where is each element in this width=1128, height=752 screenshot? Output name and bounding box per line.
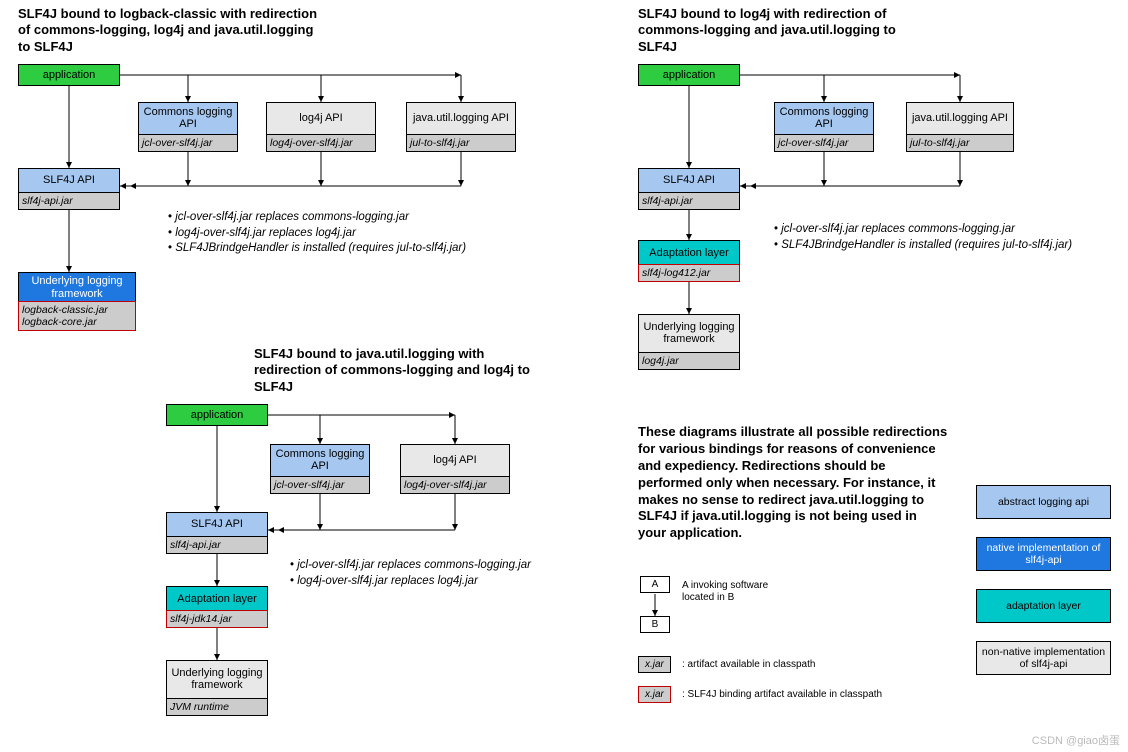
c-application-label: application (167, 405, 267, 425)
c-notes: jcl-over-slf4j.jar replaces commons-logg… (290, 558, 531, 589)
a-jul-label: java.util.logging API (407, 103, 515, 134)
diagram-b-title: SLF4J bound to log4j with redirection of… (638, 6, 928, 55)
a-log4j-jar: log4j-over-slf4j.jar (267, 134, 375, 151)
b-adapter-jar: slf4j-log412.jar (638, 264, 740, 282)
b-jul: java.util.logging APIjul-to-slf4j.jar (906, 102, 1014, 152)
c-adapter-label: Adaptation layer (167, 587, 267, 611)
legend-adaptation: adaptation layer (976, 589, 1111, 623)
b-slf4j-label: SLF4J API (639, 169, 739, 192)
a-jul-jar: jul-to-slf4j.jar (407, 134, 515, 151)
b-slf4j-jar: slf4j-api.jar (639, 192, 739, 209)
b-notes: jcl-over-slf4j.jar replaces commons-logg… (774, 222, 1072, 253)
b-under-jar: log4j.jar (639, 352, 739, 369)
a-application: application (18, 64, 120, 86)
a-application-label: application (19, 65, 119, 85)
diagram-c-title: SLF4J bound to java.util.logging with re… (254, 346, 544, 395)
legend-xjar: x.jar (638, 656, 671, 673)
a-commons-label: Commons logging API (139, 103, 237, 134)
c-commons-jar: jcl-over-slf4j.jar (271, 476, 369, 493)
b-adapter: Adaptation layerslf4j-log412.jar (638, 240, 740, 282)
a-slf4j: SLF4J APIslf4j-api.jar (18, 168, 120, 210)
b-underlying: Underlying logging frameworklog4j.jar (638, 314, 740, 370)
a-notes: jcl-over-slf4j.jar replaces commons-logg… (168, 210, 466, 257)
diagram-a-title: SLF4J bound to logback-classic with redi… (18, 6, 318, 55)
b-commons-label: Commons logging API (775, 103, 873, 134)
c-adapter-jar: slf4j-jdk14.jar (166, 610, 268, 628)
a-jul: java.util.logging APIjul-to-slf4j.jar (406, 102, 516, 152)
c-log4j: log4j APIlog4j-over-slf4j.jar (400, 444, 510, 494)
explanation-text: These diagrams illustrate all possible r… (638, 424, 948, 542)
c-log4j-label: log4j API (401, 445, 509, 476)
c-slf4j-jar: slf4j-api.jar (167, 536, 267, 553)
a-note-1: jcl-over-slf4j.jar replaces commons-logg… (168, 210, 466, 226)
legend-native: native implementation of slf4j-api (976, 537, 1111, 571)
a-slf4j-jar: slf4j-api.jar (19, 192, 119, 209)
legend-xjar-red-text: : SLF4J binding artifact available in cl… (682, 689, 882, 700)
b-adapter-label: Adaptation layer (639, 241, 739, 265)
c-underlying: Underlying logging frameworkJVM runtime (166, 660, 268, 716)
c-application: application (166, 404, 268, 426)
b-jul-jar: jul-to-slf4j.jar (907, 134, 1013, 151)
c-note-2: log4j-over-slf4j.jar replaces log4j.jar (290, 574, 531, 590)
a-note-2: log4j-over-slf4j.jar replaces log4j.jar (168, 226, 466, 242)
b-application: application (638, 64, 740, 86)
c-commons-label: Commons logging API (271, 445, 369, 476)
legend-abstract: abstract logging api (976, 485, 1111, 519)
c-slf4j-label: SLF4J API (167, 513, 267, 536)
legend-xjar-text: : artifact available in classpath (682, 659, 815, 670)
c-under-label: Underlying logging framework (167, 661, 267, 698)
watermark: CSDN @giao卤蛋 (1032, 732, 1120, 748)
a-slf4j-label: SLF4J API (19, 169, 119, 192)
b-commons-jar: jcl-over-slf4j.jar (775, 134, 873, 151)
b-slf4j: SLF4J APIslf4j-api.jar (638, 168, 740, 210)
a-underlying: Underlying logging frameworklogback-clas… (18, 272, 136, 330)
a-under-jar: logback-classic.jar logback-core.jar (18, 301, 136, 331)
a-under-label: Underlying logging framework (19, 273, 135, 302)
a-log4j: log4j APIlog4j-over-slf4j.jar (266, 102, 376, 152)
legend-invoke-a: A (640, 576, 670, 593)
b-note-2: SLF4JBrindgeHandler is installed (requir… (774, 238, 1072, 254)
a-note-3: SLF4JBrindgeHandler is installed (requir… (168, 241, 466, 257)
c-adapter: Adaptation layerslf4j-jdk14.jar (166, 586, 268, 628)
c-log4j-jar: log4j-over-slf4j.jar (401, 476, 509, 493)
c-under-jar: JVM runtime (167, 698, 267, 715)
legend-invoke-b: B (640, 616, 670, 633)
c-note-1: jcl-over-slf4j.jar replaces commons-logg… (290, 558, 531, 574)
legend-invoke-text: A invoking software located in B (682, 580, 792, 604)
a-log4j-label: log4j API (267, 103, 375, 134)
a-commons: Commons logging APIjcl-over-slf4j.jar (138, 102, 238, 152)
c-slf4j: SLF4J APIslf4j-api.jar (166, 512, 268, 554)
b-application-label: application (639, 65, 739, 85)
c-commons: Commons logging APIjcl-over-slf4j.jar (270, 444, 370, 494)
legend-xjar-red: x.jar (638, 686, 671, 703)
b-note-1: jcl-over-slf4j.jar replaces commons-logg… (774, 222, 1072, 238)
b-commons: Commons logging APIjcl-over-slf4j.jar (774, 102, 874, 152)
legend-nonnative: non-native implementation of slf4j-api (976, 641, 1111, 675)
b-jul-label: java.util.logging API (907, 103, 1013, 134)
b-under-label: Underlying logging framework (639, 315, 739, 352)
a-commons-jar: jcl-over-slf4j.jar (139, 134, 237, 151)
